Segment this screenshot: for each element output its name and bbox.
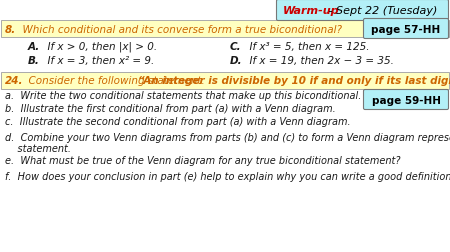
Text: If x = 19, then 2x − 3 = 35.: If x = 19, then 2x − 3 = 35. xyxy=(243,56,394,66)
FancyBboxPatch shape xyxy=(276,1,449,21)
Text: “An integer is divisible by 10 if and only if its last digit is 0.”: “An integer is divisible by 10 if and on… xyxy=(138,76,450,86)
Text: a.  Write the two conditional statements that make up this biconditional.: a. Write the two conditional statements … xyxy=(5,91,361,101)
Text: A.: A. xyxy=(28,42,40,52)
Text: d.  Combine your two Venn diagrams from parts (b) and (c) to form a Venn diagram: d. Combine your two Venn diagrams from p… xyxy=(5,133,450,142)
Text: Which conditional and its converse form a true biconditional?: Which conditional and its converse form … xyxy=(16,24,342,34)
Text: D.: D. xyxy=(230,56,243,66)
Text: page 59-HH: page 59-HH xyxy=(372,95,441,105)
Text: B.: B. xyxy=(28,56,40,66)
Text: e.  What must be true of the Venn diagram for any true biconditional statement?: e. What must be true of the Venn diagram… xyxy=(5,155,400,165)
Text: If x = 3, then x² = 9.: If x = 3, then x² = 9. xyxy=(41,56,154,66)
Text: 8.: 8. xyxy=(5,24,16,34)
Text: If x³ = 5, then x = 125.: If x³ = 5, then x = 125. xyxy=(243,42,369,52)
Text: page 57-HH: page 57-HH xyxy=(371,24,441,34)
FancyBboxPatch shape xyxy=(364,19,449,39)
Text: Consider the following statement.: Consider the following statement. xyxy=(22,76,205,86)
Text: 24.: 24. xyxy=(5,76,23,86)
Text: f.  How does your conclusion in part (e) help to explain why you can write a goo: f. How does your conclusion in part (e) … xyxy=(5,171,450,181)
Text: Warm-up: Warm-up xyxy=(283,6,340,16)
FancyBboxPatch shape xyxy=(364,90,449,110)
FancyBboxPatch shape xyxy=(1,21,449,38)
FancyBboxPatch shape xyxy=(1,73,449,90)
Text: C.: C. xyxy=(230,42,242,52)
Text: statement.: statement. xyxy=(5,143,71,153)
Text: c.  Illustrate the second conditional from part (a) with a Venn diagram.: c. Illustrate the second conditional fro… xyxy=(5,116,351,127)
Text: If x > 0, then |x| > 0.: If x > 0, then |x| > 0. xyxy=(41,42,157,52)
Text: b.  Illustrate the first conditional from part (a) with a Venn diagram.: b. Illustrate the first conditional from… xyxy=(5,104,336,114)
Text: - Sept 22 (Tuesday): - Sept 22 (Tuesday) xyxy=(325,6,437,16)
